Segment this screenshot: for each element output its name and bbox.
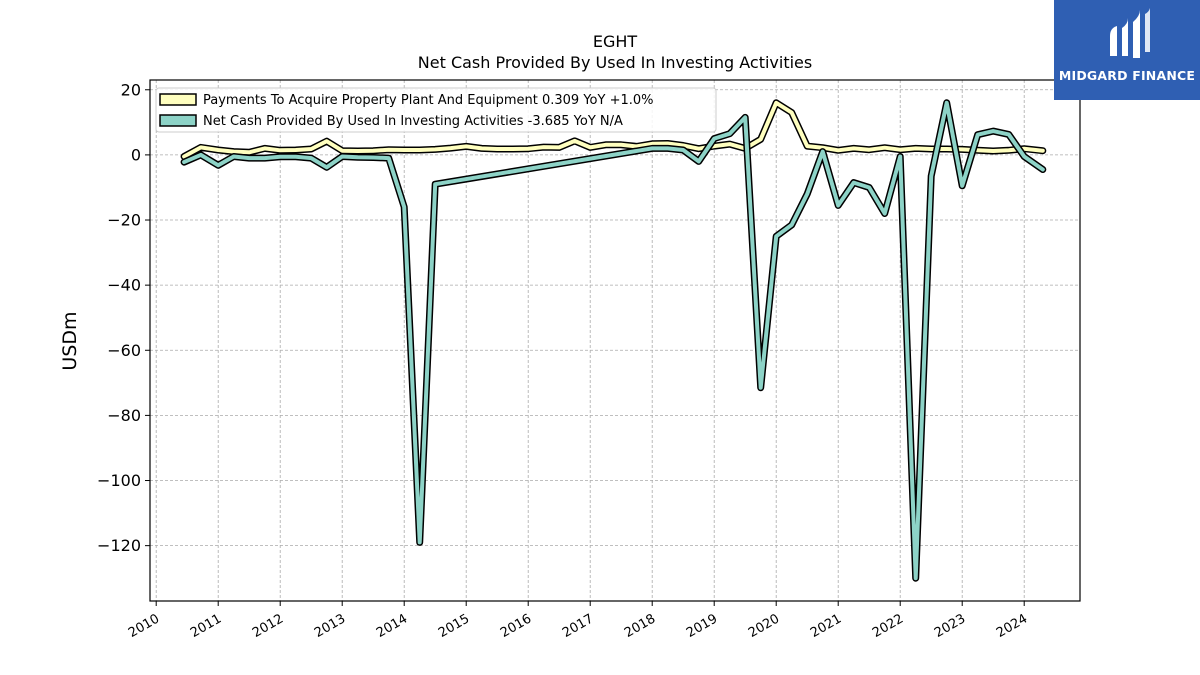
legend: Payments To Acquire Property Plant And E…: [155, 87, 717, 133]
x-tick-label: 2022: [870, 611, 906, 641]
series-line-0: [182, 100, 1045, 159]
x-tick-label: 2010: [126, 611, 162, 641]
brand-name: MIDGARD FINANCE: [1058, 68, 1196, 83]
series-line-1: [182, 100, 1045, 581]
x-tick-label: 2013: [312, 611, 348, 641]
logo-mark-icon: [1110, 8, 1150, 58]
legend-entry-net-cash: Net Cash Provided By Used In Investing A…: [203, 114, 623, 129]
x-tick-label: 2015: [436, 611, 472, 641]
x-tick-label: 2017: [560, 611, 596, 641]
legend-swatch-net-cash: [159, 114, 197, 127]
plot-frame: [149, 79, 1081, 602]
x-tick-label: 2021: [808, 611, 844, 641]
y-axis: 20 0 −20 −40 −60 −80 −100 −120: [97, 80, 150, 555]
x-tick-label: 2016: [498, 611, 534, 641]
y-tick-label: −100: [97, 471, 141, 490]
y-tick-label: −20: [107, 211, 141, 230]
y-tick-label: −60: [107, 341, 141, 360]
legend-box: [155, 87, 717, 133]
x-tick-label: 2014: [374, 611, 410, 641]
x-tick-label: 2019: [684, 611, 720, 641]
x-tick-label: 2024: [994, 611, 1030, 641]
chart-subtitle: Net Cash Provided By Used In Investing A…: [418, 53, 812, 72]
y-tick-label: 0: [131, 145, 141, 164]
y-axis-label: USDm: [59, 311, 81, 370]
y-tick-label: 20: [121, 80, 141, 99]
y-tick-label: −120: [97, 536, 141, 555]
x-tick-label: 2018: [622, 611, 658, 641]
brand-logo: MIDGARD FINANCE: [1054, 0, 1200, 100]
y-tick-label: −40: [107, 276, 141, 295]
x-tick-label: 2023: [932, 611, 968, 641]
x-tick-label: 2011: [188, 611, 224, 641]
x-axis: 2010 2011 2012 2013 2014 2015 2016 2017 2018 2019…: [126, 601, 1030, 641]
legend-swatch-ppe: [159, 93, 197, 106]
y-tick-label: −80: [107, 406, 141, 425]
series-group: [180, 99, 1047, 582]
legend-entry-ppe: Payments To Acquire Property Plant And E…: [203, 93, 654, 108]
x-tick-label: 2012: [250, 611, 286, 641]
grid: [150, 80, 1080, 601]
chart-title: EGHT: [593, 32, 638, 51]
x-tick-label: 2020: [746, 611, 782, 641]
